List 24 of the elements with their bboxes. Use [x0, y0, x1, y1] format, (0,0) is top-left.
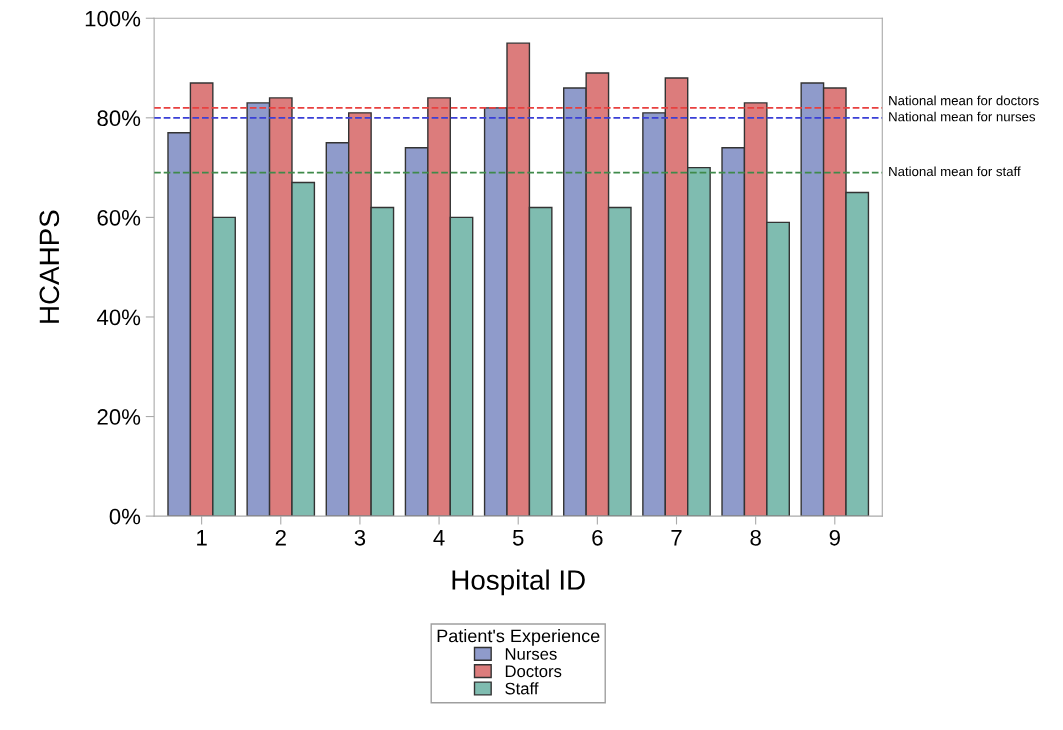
x-tick-label: 3 [354, 529, 366, 546]
x-tick-label: 2 [275, 529, 286, 546]
x-axis-title: Hospital ID [452, 569, 585, 596]
x-tick-label: 4 [433, 530, 445, 546]
y-tick-label: 0% [109, 508, 141, 525]
x-tick-label: 1 [197, 530, 207, 546]
x-tick-label: 9 [829, 529, 840, 546]
y-tick-label: 40% [96, 309, 141, 326]
x-tick-label: 5 [512, 530, 524, 546]
x-tick-label: 8 [750, 529, 761, 546]
ref-line-label: National mean for staff [889, 166, 1021, 177]
y-tick-label: 60% [97, 209, 141, 226]
legend-label: Doctors [505, 665, 562, 678]
ref-line-label: National mean for nurses [889, 111, 1036, 122]
ref-line-label: National mean for doctors [889, 95, 1039, 106]
legend-label: Nurses [505, 648, 557, 660]
y-tick-label: 80% [97, 110, 141, 127]
legend-label: Staff [505, 682, 539, 695]
y-tick-label: 20% [97, 409, 141, 425]
x-tick-label: 6 [592, 529, 603, 546]
x-tick-label: 7 [671, 530, 682, 546]
legend-title: Patient's Experience [437, 629, 600, 646]
y-axis-title: HCAHPS [39, 210, 60, 323]
y-tick-label: 100% [85, 10, 141, 27]
